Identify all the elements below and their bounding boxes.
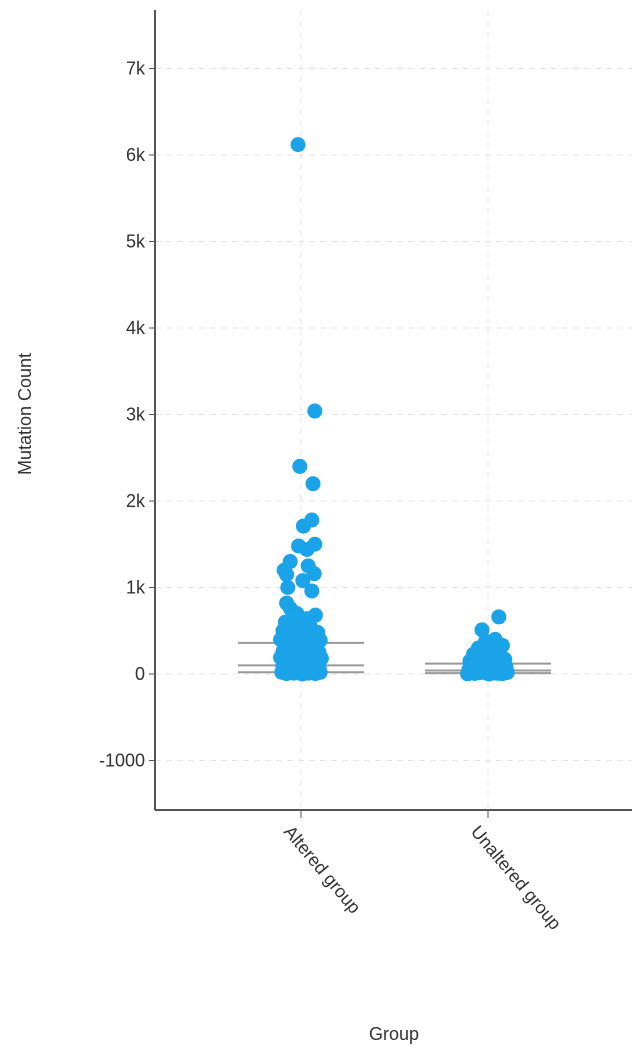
y-tick-label: 1k: [126, 578, 146, 598]
data-point: [305, 476, 321, 492]
data-point: [494, 666, 510, 682]
y-tick-label: 2k: [126, 491, 146, 511]
y-tick-label: -1000: [99, 751, 145, 771]
x-axis-ticks: Altered group Unaltered group: [280, 810, 565, 933]
data-point: [290, 137, 306, 153]
x-tick-label: Altered group: [280, 822, 365, 918]
y-tick-label: 5k: [126, 232, 146, 252]
y-tick-label: 7k: [126, 59, 146, 79]
data-point: [307, 403, 323, 419]
x-axis-title: Group: [369, 1024, 419, 1044]
data-point: [279, 567, 295, 583]
data-point: [460, 666, 476, 682]
grid: [155, 10, 632, 810]
data-point: [299, 541, 315, 557]
data-point: [279, 666, 295, 682]
data-point: [292, 458, 308, 474]
y-tick-label: 6k: [126, 145, 146, 165]
axes: [154, 10, 632, 811]
data-point: [295, 518, 311, 534]
data-point: [306, 566, 322, 582]
data-point: [481, 666, 497, 682]
data-points: [273, 137, 515, 682]
data-point: [304, 583, 320, 599]
data-point: [294, 666, 310, 682]
x-tick-label: Unaltered group: [467, 822, 565, 934]
y-tick-label: 4k: [126, 318, 146, 338]
data-point: [295, 573, 311, 589]
y-axis-ticks: -1000 0 1k 2k 3k 4k 5k 6k 7k: [99, 59, 155, 771]
data-point: [491, 609, 507, 625]
y-tick-label: 3k: [126, 405, 146, 425]
y-tick-label: 0: [135, 664, 145, 684]
data-point: [280, 580, 296, 595]
data-point: [307, 666, 323, 682]
y-axis-title: Mutation Count: [15, 353, 35, 475]
